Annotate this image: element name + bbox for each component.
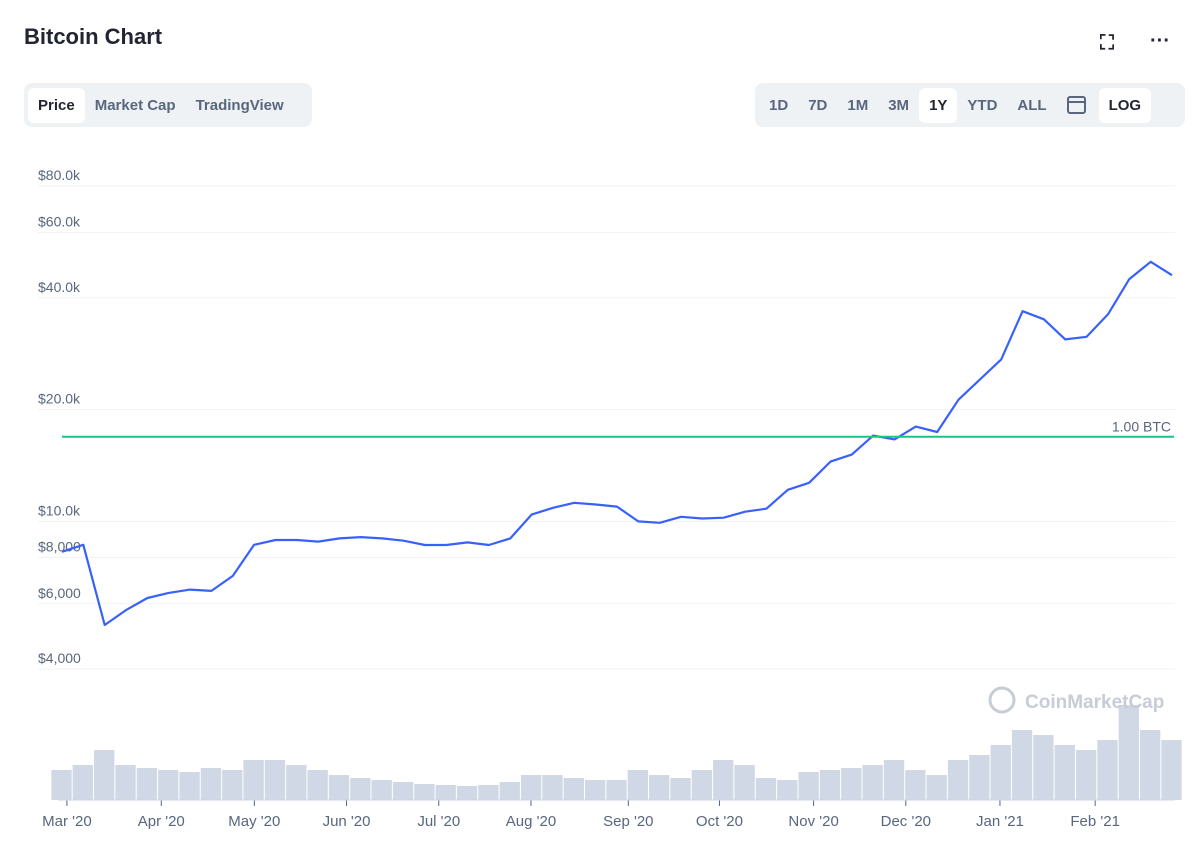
volume-bar — [499, 782, 520, 800]
volume-bar — [371, 780, 392, 800]
y-tick-label: $20.0k — [38, 391, 81, 407]
volume-bar — [307, 770, 328, 800]
tab-button[interactable]: Market Cap — [94, 96, 176, 114]
y-tick-label: $80.0k — [38, 167, 81, 183]
range-group: 1D 7D 1M 3M 1Y YTD ALL LOG — [755, 83, 1185, 127]
volume-bar — [222, 770, 243, 800]
tab-button[interactable]: ALL — [1017, 96, 1047, 114]
volume-bar — [670, 778, 691, 800]
volume-bar — [584, 780, 606, 800]
volume-bar — [179, 772, 200, 800]
volume-bar — [350, 778, 371, 800]
volume-bar — [264, 760, 286, 800]
tab-button[interactable]: TradingView — [195, 96, 284, 114]
tab-button[interactable]: Price — [28, 87, 85, 123]
y-tick-label: $40.0k — [38, 279, 81, 295]
x-tick-label: Mar '20 — [42, 813, 92, 830]
volume-bar — [243, 760, 264, 800]
volume-bar — [520, 775, 542, 800]
volume-bar — [862, 765, 883, 800]
volume-bar — [563, 778, 584, 800]
volume-bar — [883, 760, 905, 800]
volume-bar — [926, 775, 947, 800]
y-tick-label: $60.0k — [38, 213, 81, 229]
tab-group: Price Market Cap TradingView — [24, 83, 312, 127]
volume-bar — [94, 750, 115, 800]
volume-bar — [990, 745, 1011, 800]
tab-button[interactable]: LOG — [1098, 87, 1152, 123]
volume-bar — [969, 755, 990, 800]
volume-bar — [947, 760, 969, 800]
volume-bar — [713, 760, 734, 800]
volume-bar — [1075, 750, 1097, 800]
volume-bar — [798, 772, 819, 800]
fullscreen-icon[interactable]: ⛶ — [1100, 32, 1114, 54]
watermark-logo — [988, 686, 1016, 714]
x-tick-label: Dec '20 — [881, 813, 931, 830]
volume-bar — [819, 770, 841, 800]
volume-bar — [734, 765, 755, 800]
price-line — [61, 260, 1173, 627]
watermark: CoinMarketCap — [1025, 692, 1164, 713]
x-tick-label: Feb '21 — [1070, 813, 1120, 830]
tab-button[interactable]: YTD — [967, 96, 998, 114]
volume-bar — [328, 775, 350, 800]
tab-button[interactable]: 1M — [847, 96, 869, 114]
volume-bar — [286, 765, 307, 800]
volume-bar — [1054, 745, 1075, 800]
volume-bar — [1011, 730, 1033, 800]
x-tick-label: Apr '20 — [138, 813, 185, 830]
volume-bar — [755, 778, 777, 800]
volume-bar — [1097, 740, 1118, 800]
x-tick-label: May '20 — [228, 813, 280, 830]
volume-bar — [478, 785, 499, 800]
x-tick-label: Oct '20 — [696, 813, 743, 830]
x-tick-label: Jun '20 — [323, 813, 371, 830]
volume-bar — [1118, 705, 1139, 800]
volume-bar — [542, 775, 563, 800]
volume-bar — [414, 784, 435, 800]
tab-button[interactable]: 1Y — [919, 87, 958, 123]
volume-bar — [1139, 730, 1161, 800]
y-tick-label: $6,000 — [38, 585, 81, 601]
volume-bar — [1033, 735, 1054, 800]
x-tick-label: Sep '20 — [603, 813, 653, 830]
tab-button[interactable]: 7D — [808, 96, 828, 114]
volume-bar — [435, 785, 456, 800]
volume-bar — [627, 770, 649, 800]
y-tick-label: $4,000 — [38, 650, 81, 666]
more-icon[interactable]: ··· — [1150, 30, 1170, 52]
volume-bar — [200, 768, 222, 800]
volume-bar — [777, 780, 798, 800]
y-tick-label: $8,000 — [38, 538, 81, 554]
x-tick-label: Aug '20 — [506, 813, 556, 830]
calendar-icon[interactable] — [1057, 93, 1097, 117]
volume-bar — [158, 770, 179, 800]
tab-button[interactable]: 1D — [769, 96, 789, 114]
volume-bar — [72, 765, 94, 800]
reference-label: 1.00 BTC — [1112, 419, 1171, 435]
x-tick-label: Jul '20 — [417, 813, 460, 830]
volume-bar — [136, 768, 158, 800]
volume-bar — [115, 765, 136, 800]
volume-bar — [691, 770, 713, 800]
volume-bar — [456, 786, 478, 800]
volume-bar — [392, 782, 414, 800]
volume-bar — [905, 770, 926, 800]
y-tick-label: $10.0k — [38, 502, 81, 518]
page-title: Bitcoin Chart — [24, 24, 163, 49]
volume-bar — [649, 775, 670, 800]
volume-bar — [606, 780, 627, 800]
volume-bar — [51, 770, 72, 800]
tab-button[interactable]: 3M — [888, 96, 910, 114]
x-tick-label: Nov '20 — [788, 813, 838, 830]
volume-bar — [1161, 740, 1182, 800]
x-tick-label: Jan '21 — [976, 813, 1024, 830]
volume-bar — [841, 768, 862, 800]
